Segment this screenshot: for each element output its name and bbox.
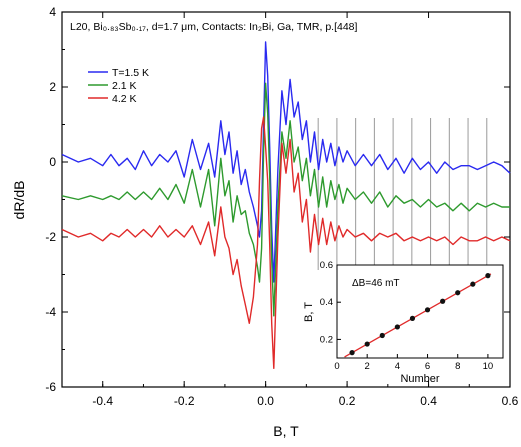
legend-label-2: 2.1 K [112,80,137,92]
inset-point [470,281,476,287]
series-line-1 [61,41,511,283]
inset-x-axis-ticks: 0 2 4 6 8 10 [334,354,493,372]
series-line-2 [61,82,510,317]
series-line-3 [61,116,511,369]
inset-x-tick-label: 8 [455,361,460,372]
y-tick-label: 2 [49,80,56,94]
chart-annotation: L20, Bi₀.₈₃Sb₀.₁₇, d=1.7 μm, Contacts: I… [70,21,358,33]
legend-label-3: 4.2 K [112,93,137,105]
inset-y-axis-ticks: 0.2 0.4 0.6 [320,260,341,345]
y-axis-ticks: -6 -4 -2 0 2 4 [45,5,510,394]
main-plot: -0.4 -0.2 0.0 0.2 0.4 0.6 -6 -4 -2 0 2 4 L20, Bi₀.… [11,5,519,439]
y-tick-label: -6 [45,380,56,394]
vertical-markers [317,118,488,270]
inset-x-tick-label: 6 [425,361,430,372]
inset-point [424,307,431,313]
x-axis-label: B, T [273,423,299,439]
inset-x-tick-label: 0 [334,361,339,372]
inset-point [394,324,400,330]
y-axis-label: dR/dB [11,181,27,220]
inset-y-tick-label: 0.2 [320,334,333,345]
x-tick-label: 0.0 [257,394,274,408]
inset-y-tick-label: 0.4 [320,297,333,308]
inset-point [364,341,370,347]
x-tick-label: -0.4 [92,394,113,408]
legend-label-1: T=1.5 K [112,67,149,79]
inset-y-axis-label: B, T [303,302,315,322]
x-tick-label: -0.2 [174,394,195,408]
inset-x-tick-label: 10 [483,361,494,372]
inset-y-tick-label: 0.6 [320,260,333,271]
inset-point [409,315,416,321]
y-tick-label: -4 [45,305,56,319]
inset-point [440,298,446,304]
inset-point [349,350,355,356]
series-lines [61,41,511,369]
inset-point [485,273,491,279]
inset-x-tick-label: 4 [395,361,400,372]
x-axis-ticks: -0.4 -0.2 0.0 0.2 0.4 0.6 [61,12,519,408]
inset-x-axis-label: Number [400,373,439,385]
inset-x-tick-label: 2 [365,361,370,372]
legend: T=1.5 K2.1 K4.2 K [88,67,149,105]
inset-frame [336,264,504,359]
x-tick-label: 0.6 [502,394,519,408]
y-tick-label: 0 [49,155,56,169]
y-tick-label: -2 [45,230,56,244]
y-tick-label: 4 [49,5,56,19]
inset-annotation: ΔB=46 mT [352,278,400,289]
inset-point [455,290,461,296]
inset-points [349,273,491,356]
inset-plot: 0 2 4 6 8 10 0.2 0.4 0.6 ΔB=46 mT Number B, T [303,260,504,385]
inset-point [379,332,385,339]
x-tick-label: 0.2 [339,394,356,408]
x-tick-label: 0.4 [420,394,437,408]
